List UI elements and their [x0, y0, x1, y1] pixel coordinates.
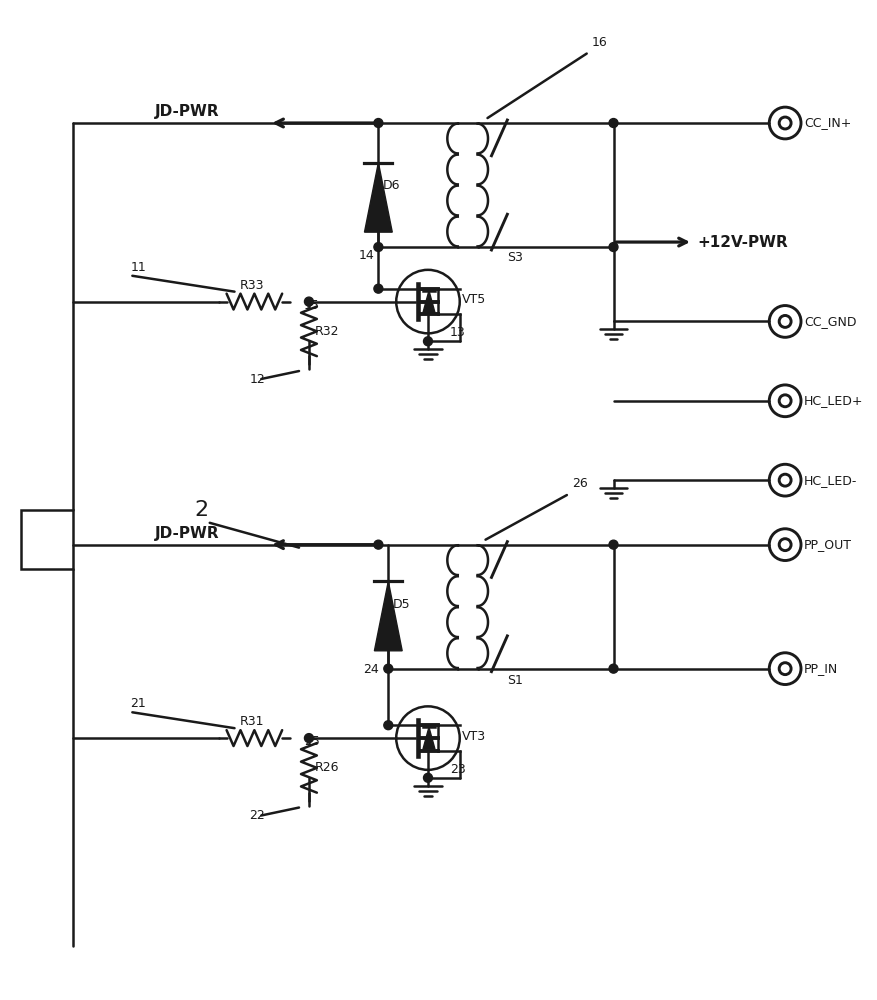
Circle shape: [374, 243, 382, 251]
Text: 25: 25: [303, 735, 319, 748]
Text: VT5: VT5: [461, 293, 485, 306]
Circle shape: [423, 337, 432, 346]
Text: 24: 24: [363, 663, 379, 676]
Polygon shape: [423, 291, 434, 312]
Text: D6: D6: [381, 179, 399, 192]
Text: 22: 22: [249, 809, 265, 822]
Text: S3: S3: [507, 251, 523, 264]
Text: R26: R26: [315, 761, 339, 774]
Text: 23: 23: [449, 763, 465, 776]
Circle shape: [374, 540, 382, 549]
Text: 15: 15: [303, 299, 319, 312]
Text: 26: 26: [571, 477, 587, 490]
Polygon shape: [423, 727, 434, 749]
Text: 13: 13: [449, 326, 465, 339]
Circle shape: [374, 119, 382, 127]
Text: 11: 11: [130, 261, 146, 274]
Text: HC_LED-: HC_LED-: [803, 474, 856, 487]
Text: 12: 12: [249, 373, 265, 386]
Text: 21: 21: [130, 697, 146, 710]
Polygon shape: [374, 581, 402, 651]
Circle shape: [423, 773, 432, 782]
Text: PP_IN: PP_IN: [803, 662, 838, 675]
Text: R33: R33: [239, 279, 264, 292]
Circle shape: [304, 734, 313, 743]
Circle shape: [609, 119, 617, 127]
Text: R31: R31: [239, 715, 264, 728]
Text: D5: D5: [392, 598, 410, 611]
Polygon shape: [364, 163, 392, 232]
Text: HC_LED+: HC_LED+: [803, 394, 862, 407]
Circle shape: [383, 721, 392, 730]
Circle shape: [609, 243, 617, 251]
Text: 2: 2: [195, 500, 209, 520]
Text: 14: 14: [358, 249, 374, 262]
Text: CC_GND: CC_GND: [803, 315, 855, 328]
Circle shape: [609, 540, 617, 549]
Text: JD-PWR: JD-PWR: [155, 526, 219, 541]
Circle shape: [304, 297, 313, 306]
Text: JD-PWR: JD-PWR: [155, 104, 219, 119]
Text: 16: 16: [591, 36, 607, 49]
Text: S1: S1: [507, 674, 523, 687]
Circle shape: [374, 284, 382, 293]
Text: CC_IN+: CC_IN+: [803, 117, 851, 130]
Text: PP_OUT: PP_OUT: [803, 538, 851, 551]
Circle shape: [383, 664, 392, 673]
Text: +12V-PWR: +12V-PWR: [697, 235, 788, 250]
Text: VT3: VT3: [461, 730, 485, 743]
Text: R32: R32: [315, 325, 339, 338]
Circle shape: [609, 664, 617, 673]
